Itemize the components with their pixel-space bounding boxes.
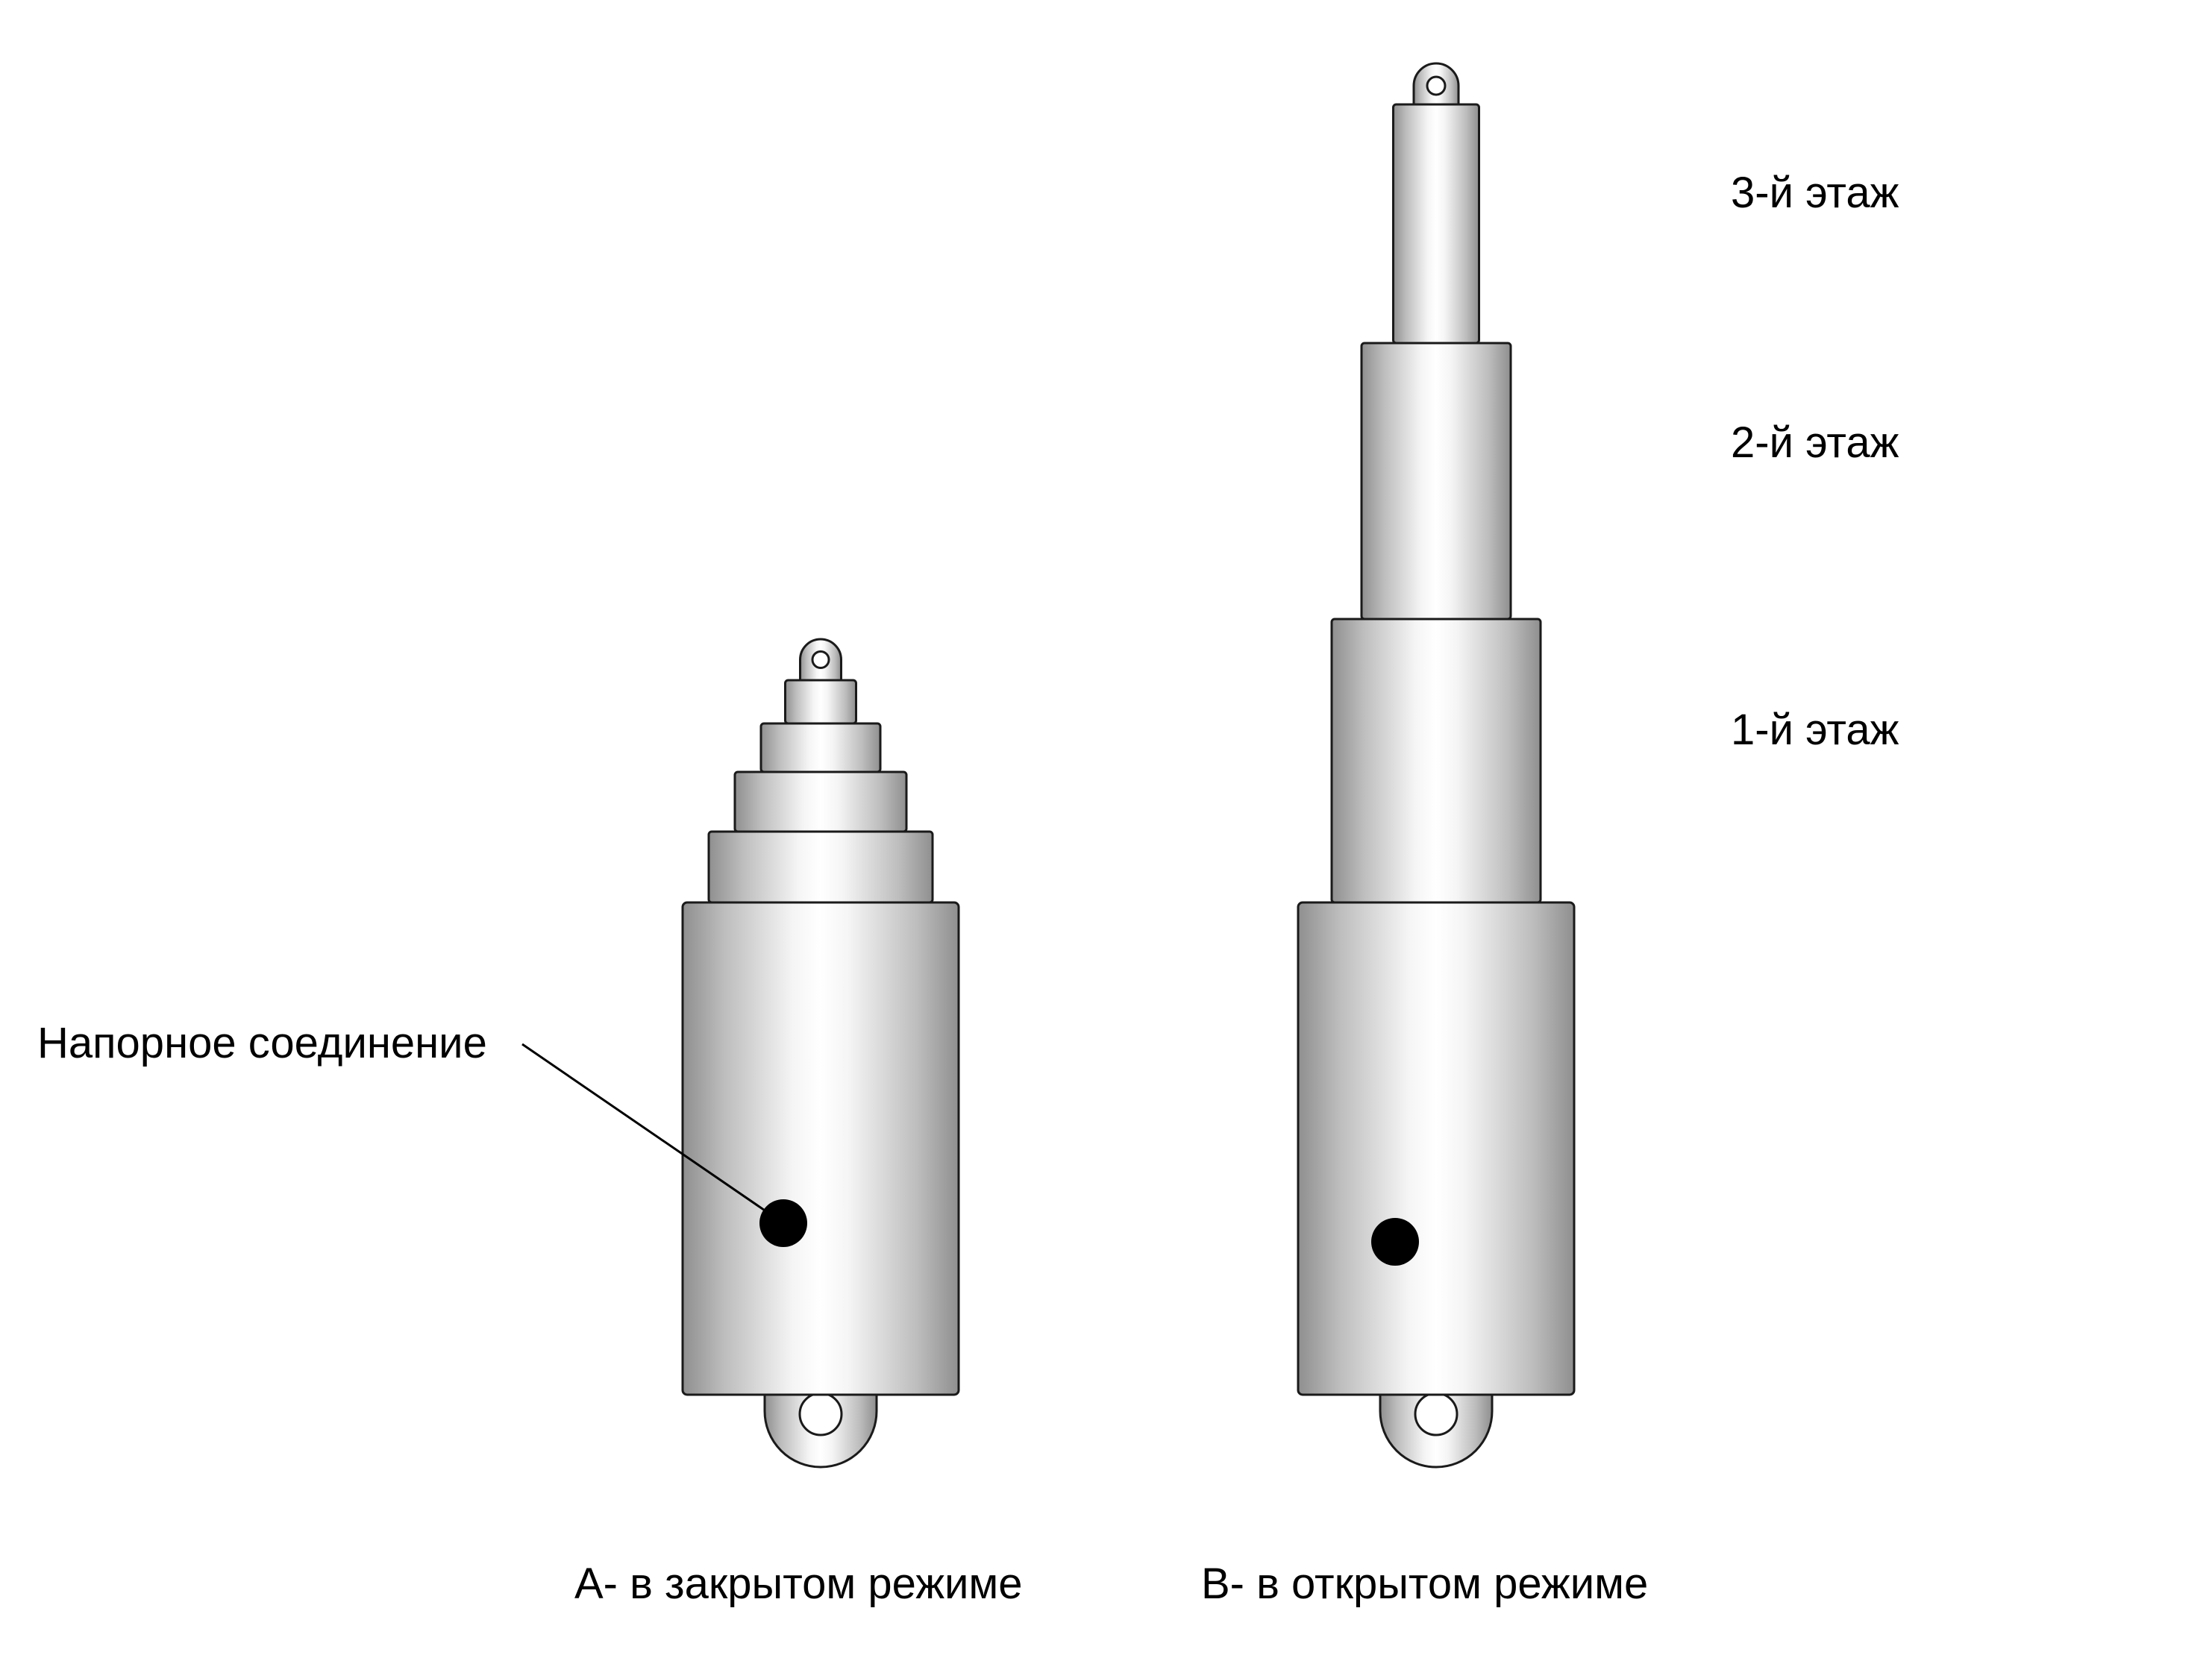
stage-2-label: 2-й этаж	[1731, 418, 1899, 468]
cylinder-closed	[683, 639, 959, 1467]
diagram-canvas: Напорное соединение 1-й этаж 2-й этаж 3-…	[0, 0, 2212, 1651]
pressure-connection-label: Напорное соединение	[37, 1018, 487, 1068]
caption-b: В- в открытом режиме	[1201, 1559, 1648, 1609]
stage-1-label: 1-й этаж	[1731, 705, 1899, 755]
stage-3-label: 3-й этаж	[1731, 168, 1899, 218]
caption-a: А- в закрытом режиме	[574, 1559, 1023, 1609]
cylinder-open	[1298, 63, 1574, 1467]
diagram-svg	[0, 0, 2212, 1651]
